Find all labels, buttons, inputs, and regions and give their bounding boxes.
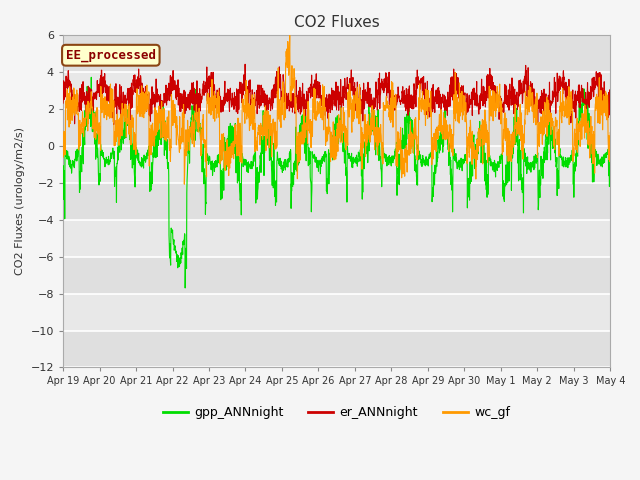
Bar [63,36,611,72]
wc_gf [87,99,95,105]
gpp_ANNnight [591,147,599,153]
er_ANNnight [241,61,249,67]
Bar [63,146,611,183]
Bar [63,257,611,294]
gpp_ANNnight [491,157,499,163]
wc_gf [286,33,294,38]
gpp_ANNnight [181,285,189,291]
Y-axis label: CO2 Fluxes (urology/m2/s): CO2 Fluxes (urology/m2/s) [15,127,25,276]
er_ANNnight [607,102,614,108]
gpp_ANNnight [591,146,598,152]
wc_gf [326,124,333,130]
wc_gf [591,170,598,176]
er_ANNnight [311,89,319,95]
Title: CO2 Fluxes: CO2 Fluxes [294,15,380,30]
gpp_ANNnight [87,95,95,100]
er_ANNnight [591,83,599,89]
Bar [63,294,611,331]
wc_gf [491,108,499,113]
gpp_ANNnight [607,162,614,168]
Bar [63,183,611,220]
gpp_ANNnight [326,157,333,163]
Bar [63,72,611,109]
er_ANNnight [87,101,95,107]
Text: EE_processed: EE_processed [66,48,156,62]
Line: er_ANNnight: er_ANNnight [63,64,611,124]
er_ANNnight [326,92,333,97]
Bar [63,109,611,146]
wc_gf [311,87,319,93]
wc_gf [591,109,599,115]
Bar [63,220,611,257]
er_ANNnight [110,121,118,127]
er_ANNnight [60,100,67,106]
er_ANNnight [591,86,598,92]
gpp_ANNnight [88,74,95,80]
Bar [63,331,611,367]
Line: wc_gf: wc_gf [63,36,611,184]
wc_gf [607,130,614,135]
wc_gf [180,181,188,187]
wc_gf [60,128,67,134]
Line: gpp_ANNnight: gpp_ANNnight [63,77,611,288]
gpp_ANNnight [311,159,319,165]
Legend: gpp_ANNnight, er_ANNnight, wc_gf: gpp_ANNnight, er_ANNnight, wc_gf [158,401,515,424]
gpp_ANNnight [60,183,67,189]
er_ANNnight [491,87,499,93]
